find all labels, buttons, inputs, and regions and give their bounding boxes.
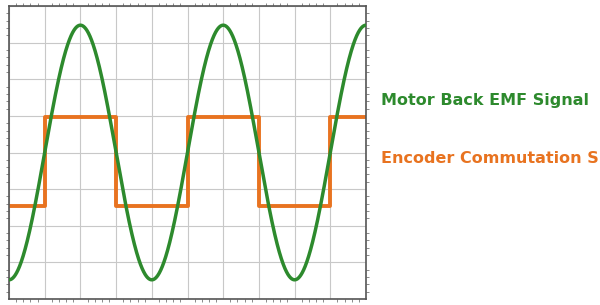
Text: Encoder Commutation Signal: Encoder Commutation Signal: [381, 151, 600, 166]
Text: Motor Back EMF Signal: Motor Back EMF Signal: [381, 93, 589, 108]
